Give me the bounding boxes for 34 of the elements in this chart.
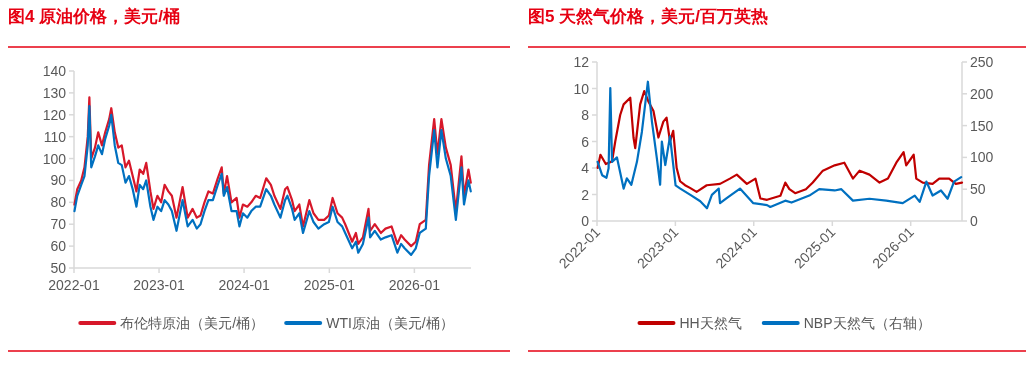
y-tick-label: 8 xyxy=(581,107,590,123)
y-tick-label: 120 xyxy=(42,106,67,123)
chart-title: 图5 天然气价格，美元/百万英热 xyxy=(528,7,768,26)
y-tick-label: 130 xyxy=(42,84,67,101)
chart-title: 图4 原油价格，美元/桶 xyxy=(8,7,180,26)
legend-label: 布伦特原油（美元/桶） xyxy=(120,315,265,331)
legend-label: WTI原油（美元/桶） xyxy=(326,315,454,331)
y-tick-label: 12 xyxy=(573,54,590,70)
y2-tick-label: 250 xyxy=(970,54,994,70)
x-tick-label: 2024-01 xyxy=(218,277,270,293)
x-tick-label: 2025-01 xyxy=(303,277,356,293)
y-tick-label: 60 xyxy=(50,238,67,255)
y-tick-label: 70 xyxy=(50,216,67,233)
y-tick-label: 10 xyxy=(573,80,590,97)
y-tick-label: 100 xyxy=(42,150,67,167)
y-tick-label: 80 xyxy=(50,194,67,211)
x-tick-label: 2022-01 xyxy=(48,277,100,293)
legend-label: HH天然气 xyxy=(679,315,742,331)
y-tick-label: 6 xyxy=(581,133,590,150)
y-tick-label: 110 xyxy=(43,128,67,145)
y2-tick-label: 200 xyxy=(970,85,994,102)
y-tick-label: 90 xyxy=(50,172,67,189)
x-tick-label: 2026-01 xyxy=(388,277,441,293)
y-tick-label: 0 xyxy=(581,213,590,229)
y-tick-label: 140 xyxy=(42,63,67,79)
x-tick-label: 2023-01 xyxy=(133,277,185,293)
y2-tick-label: 0 xyxy=(970,213,978,229)
y-tick-label: 2 xyxy=(581,186,590,203)
legend-label: NBP天然气（右轴） xyxy=(803,315,931,331)
y2-tick-label: 50 xyxy=(970,181,986,198)
y2-tick-label: 150 xyxy=(970,117,994,134)
y2-tick-label: 100 xyxy=(970,149,994,166)
y-tick-label: 50 xyxy=(50,260,67,276)
y-tick-label: 4 xyxy=(581,160,590,176)
